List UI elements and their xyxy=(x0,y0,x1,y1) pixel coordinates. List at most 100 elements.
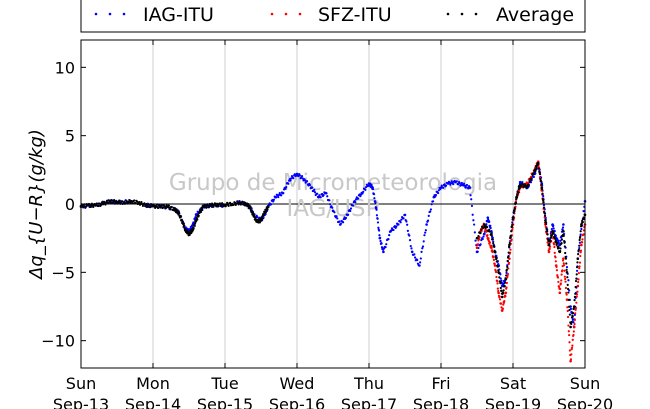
y-tick-label-4: 10 xyxy=(55,58,75,77)
trace-dot-0-41-5 xyxy=(400,218,403,221)
trace-dot-0-26-8 xyxy=(308,183,312,187)
trace-dot-0-21-8 xyxy=(272,198,276,201)
point-0-54 xyxy=(486,216,490,219)
trace-dot-1-27-3 xyxy=(581,238,584,241)
trace-dot-2-46-6 xyxy=(535,166,538,170)
trace-dot-2-48-6 xyxy=(542,206,546,209)
trace-dot-2-35-7 xyxy=(488,228,491,231)
trace-dot-2-28-1 xyxy=(249,206,252,209)
trace-dot-2-45-6 xyxy=(530,177,533,180)
point-2-58 xyxy=(576,257,580,260)
trace-dot-0-45-7 xyxy=(430,203,433,206)
trace-dot-2-31-4 xyxy=(261,217,264,220)
trace-dot-2-57-3 xyxy=(574,292,577,295)
trace-dot-1-23-4 xyxy=(567,324,570,327)
trace-dot-1-7-2 xyxy=(501,307,505,310)
trace-dot-0-27-1 xyxy=(311,186,314,189)
trace-dot-0-44-1 xyxy=(419,261,422,264)
trace-dot-0-49-4 xyxy=(457,183,460,186)
trace-dot-0-40-4 xyxy=(392,228,395,232)
trace-dot-0-25-4 xyxy=(298,174,301,177)
trace-dot-2-8-4 xyxy=(140,200,143,204)
trace-dot-2-52-3 xyxy=(556,242,559,245)
trace-dot-0-29-5 xyxy=(328,199,331,202)
trace-dot-2-2-2 xyxy=(95,202,98,205)
trace-dot-0-71-2 xyxy=(559,239,562,242)
x-tick-date-5: Sep-18 xyxy=(413,395,469,409)
trace-dot-0-52-1 xyxy=(476,250,479,253)
trace-dot-2-37-5 xyxy=(495,260,498,263)
trace-dot-2-4-8 xyxy=(114,202,117,205)
trace-dot-2-55-8 xyxy=(568,313,571,316)
trace-dot-1-25-2 xyxy=(573,318,577,321)
trace-dot-0-45-9 xyxy=(431,200,435,203)
trace-dot-2-42-5 xyxy=(513,207,516,210)
trace-dot-2-49-5 xyxy=(546,230,549,233)
trace-dot-0-28-3 xyxy=(319,196,322,199)
trace-dot-0-24-7 xyxy=(293,173,296,176)
trace-dot-0-41-4 xyxy=(399,221,402,224)
trace-dot-0-46-6 xyxy=(437,191,440,195)
trace-dot-2-23-5 xyxy=(220,204,223,207)
series-average xyxy=(79,161,587,329)
point-1-22 xyxy=(562,257,565,260)
trace-dot-0-31-4 xyxy=(341,221,345,224)
trace-dot-2-44-7 xyxy=(524,183,527,186)
y-tick-label-1: −5 xyxy=(51,263,75,282)
trace-dot-1-21-5 xyxy=(560,273,563,276)
trace-dot-2-22-4 xyxy=(212,205,215,208)
legend-label-2: Average xyxy=(496,4,574,26)
legend-marker-2-0 xyxy=(446,12,450,16)
trace-dot-2-57-6 xyxy=(575,277,578,280)
trace-dot-0-23-4 xyxy=(284,187,287,190)
trace-dot-0-74-8 xyxy=(575,269,579,272)
trace-dot-0-62-3 xyxy=(521,181,524,184)
y-tick-label-2: 0 xyxy=(65,195,75,214)
trace-dot-0-66-6 xyxy=(542,204,546,207)
trace-dot-2-54-7 xyxy=(564,257,568,260)
trace-dot-2-41-4 xyxy=(509,234,512,237)
trace-dot-0-53-6 xyxy=(485,223,488,226)
point-2-57 xyxy=(572,305,576,308)
trace-dot-2-50-4 xyxy=(549,240,552,243)
trace-dot-1-25-6 xyxy=(575,301,578,304)
trace-dot-0-41-8 xyxy=(402,217,405,220)
trace-dot-0-42-9 xyxy=(410,247,413,250)
trace-dot-2-23-1 xyxy=(217,205,220,208)
trace-dot-0-44-7 xyxy=(423,234,426,237)
trace-dot-1-22-5 xyxy=(564,277,567,281)
trace-dot-2-58-8 xyxy=(579,230,582,233)
trace-dot-1-9-3 xyxy=(509,248,512,251)
x-axis: Sun Sep-13 Mon Sep-14 Tue Sep-15 Wed Sep-16 Thu S… xyxy=(53,40,613,409)
trace-dot-0-34-1 xyxy=(361,192,364,195)
point-0-72 xyxy=(562,223,565,226)
trace-dot-1-25-4 xyxy=(574,308,577,312)
trace-dot-2-54-1 xyxy=(562,234,565,237)
trace-dot-2-32-8 xyxy=(266,208,269,211)
trace-dot-2-36-1 xyxy=(490,234,493,237)
x-tick-day-2: Tue xyxy=(210,374,238,393)
trace-dot-2-27-8 xyxy=(248,204,251,207)
trace-dot-2-15-7 xyxy=(183,224,186,227)
trace-dot-2-56-3 xyxy=(570,320,573,324)
trace-dot-2-37-9 xyxy=(497,269,500,272)
trace-dot-1-21-4 xyxy=(560,279,563,282)
trace-dot-2-41-8 xyxy=(511,223,514,226)
trace-dot-0-22-4 xyxy=(277,196,280,199)
legend-marker-1-1 xyxy=(284,12,288,16)
trace-dot-1-24-8 xyxy=(572,333,575,337)
legend-marker-1-2 xyxy=(298,12,302,16)
trace-dot-2-34-1 xyxy=(476,237,479,240)
trace-dot-2-3-4 xyxy=(104,203,107,206)
trace-dot-1-7-3 xyxy=(502,303,505,306)
trace-dot-2-26-6 xyxy=(242,203,245,206)
trace-dot-0-38-1 xyxy=(379,236,382,239)
trace-dot-2-49-6 xyxy=(546,233,549,236)
trace-dot-0-18-5 xyxy=(256,215,259,219)
trace-dot-2-54-8 xyxy=(565,262,568,265)
trace-dot-2-41-9 xyxy=(511,218,514,221)
trace-dot-2-24-3 xyxy=(226,201,229,204)
trace-dot-1-23-1 xyxy=(566,306,569,309)
trace-dot-2-21-6 xyxy=(206,203,209,207)
trace-dot-2-18-3 xyxy=(192,226,195,230)
